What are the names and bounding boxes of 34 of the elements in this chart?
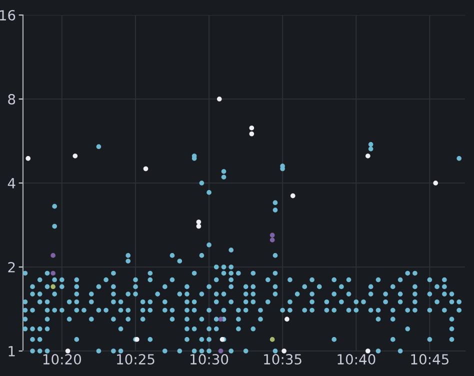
y-tick-label: 16 [0,10,16,21]
point [65,348,70,354]
point [282,348,286,354]
point [50,284,56,290]
point [218,348,224,354]
point [270,232,275,238]
x-tick-label: 10:35 [264,354,302,365]
y-tick-label: 2 [8,262,15,272]
x-tick-label: 10:45 [411,354,448,365]
x-tick-label: 10:30 [190,354,228,365]
point [366,348,370,354]
point [366,154,370,158]
point [50,253,56,258]
point [270,337,275,342]
point [143,166,148,172]
y-tick-label: 1 [8,346,15,356]
point [218,316,224,322]
point [196,220,202,224]
point [284,316,290,322]
point [433,180,438,186]
point [216,96,222,102]
point [249,131,254,136]
point [290,193,296,198]
x-tick-label: 10:25 [117,354,154,365]
y-tick-label: 4 [8,178,16,188]
point [72,154,78,158]
x-tick-label: 10:20 [43,354,81,365]
point [249,126,254,130]
x-tick-label: 10:40 [338,354,376,365]
point [26,156,31,161]
point [196,224,202,229]
point [270,238,275,242]
y-tick-label: 8 [8,94,16,105]
point [50,270,56,276]
